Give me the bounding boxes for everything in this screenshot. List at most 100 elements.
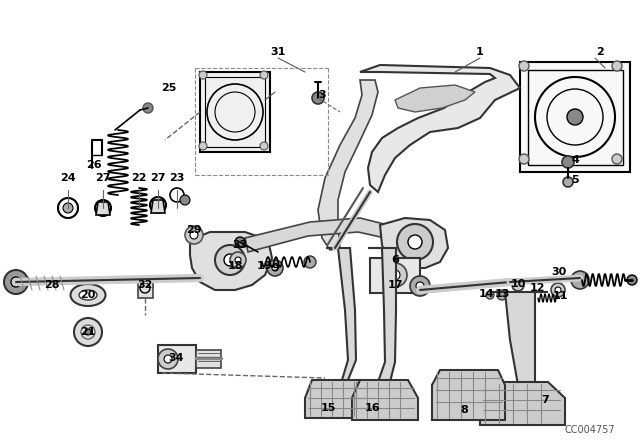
Text: 27: 27 <box>150 173 166 183</box>
Polygon shape <box>245 218 388 252</box>
Circle shape <box>4 270 28 294</box>
Bar <box>528 70 623 165</box>
Circle shape <box>85 329 91 335</box>
Circle shape <box>304 256 316 268</box>
Circle shape <box>390 270 400 280</box>
Circle shape <box>272 265 278 271</box>
Text: 23: 23 <box>170 173 185 183</box>
Text: 3: 3 <box>318 90 326 100</box>
Circle shape <box>224 254 236 266</box>
Bar <box>158 345 196 373</box>
Circle shape <box>199 142 207 150</box>
Circle shape <box>63 203 73 213</box>
Circle shape <box>567 109 583 125</box>
Text: 26: 26 <box>86 160 102 170</box>
Circle shape <box>267 260 283 276</box>
Text: 19: 19 <box>257 261 273 271</box>
Circle shape <box>497 290 507 300</box>
Circle shape <box>143 103 153 113</box>
Circle shape <box>571 271 589 289</box>
Text: 33: 33 <box>232 240 248 250</box>
Circle shape <box>11 277 21 287</box>
Text: 25: 25 <box>161 83 177 93</box>
Circle shape <box>190 231 198 239</box>
Text: 18: 18 <box>227 261 243 271</box>
Polygon shape <box>380 218 448 268</box>
Bar <box>205 77 265 147</box>
Text: 24: 24 <box>60 173 76 183</box>
Text: 22: 22 <box>131 173 147 183</box>
Circle shape <box>230 252 246 268</box>
Polygon shape <box>352 380 418 420</box>
Text: 27: 27 <box>95 173 111 183</box>
Circle shape <box>410 276 430 296</box>
Polygon shape <box>360 65 520 192</box>
Polygon shape <box>432 370 505 420</box>
Text: 15: 15 <box>320 403 336 413</box>
Text: 8: 8 <box>460 405 468 415</box>
Text: 20: 20 <box>80 290 96 300</box>
Circle shape <box>164 355 172 363</box>
Circle shape <box>627 275 637 285</box>
Text: 11: 11 <box>552 291 568 301</box>
Text: 21: 21 <box>80 327 96 337</box>
Text: 16: 16 <box>364 403 380 413</box>
Circle shape <box>551 283 565 297</box>
Text: CC004757: CC004757 <box>564 425 615 435</box>
Text: 4: 4 <box>571 155 579 165</box>
Bar <box>520 62 630 172</box>
Circle shape <box>158 349 178 369</box>
Circle shape <box>519 154 529 164</box>
Text: 7: 7 <box>541 395 549 405</box>
Circle shape <box>555 287 561 293</box>
Polygon shape <box>368 248 396 395</box>
Text: 9: 9 <box>271 263 279 273</box>
Text: 17: 17 <box>387 280 403 290</box>
Polygon shape <box>480 382 565 425</box>
Polygon shape <box>395 85 475 112</box>
Circle shape <box>416 282 424 290</box>
Circle shape <box>612 154 622 164</box>
Text: 32: 32 <box>138 280 153 290</box>
Circle shape <box>408 235 422 249</box>
Polygon shape <box>151 200 165 213</box>
Text: 14: 14 <box>479 289 495 299</box>
Polygon shape <box>490 292 548 398</box>
Circle shape <box>397 224 433 260</box>
Circle shape <box>563 177 573 187</box>
Text: 1: 1 <box>476 47 484 57</box>
Circle shape <box>486 291 494 299</box>
Ellipse shape <box>79 290 97 300</box>
Circle shape <box>562 156 574 168</box>
Text: 29: 29 <box>186 225 202 235</box>
Circle shape <box>312 92 324 104</box>
Polygon shape <box>305 380 368 418</box>
Polygon shape <box>96 202 110 215</box>
Text: 2: 2 <box>596 47 604 57</box>
Text: 5: 5 <box>571 175 579 185</box>
Circle shape <box>235 257 241 263</box>
Text: 10: 10 <box>510 279 525 289</box>
Bar <box>200 72 270 152</box>
Bar <box>370 258 420 293</box>
Circle shape <box>215 245 245 275</box>
Circle shape <box>235 237 245 247</box>
Circle shape <box>180 195 190 205</box>
Circle shape <box>512 279 524 291</box>
Polygon shape <box>318 80 378 250</box>
Circle shape <box>519 61 529 71</box>
Text: 6: 6 <box>391 255 399 265</box>
Polygon shape <box>326 248 356 395</box>
Text: 28: 28 <box>44 280 60 290</box>
Bar <box>138 278 153 298</box>
Circle shape <box>260 142 268 150</box>
Text: 12: 12 <box>529 283 545 293</box>
Polygon shape <box>190 232 272 290</box>
Circle shape <box>260 71 268 79</box>
Circle shape <box>199 71 207 79</box>
Text: 30: 30 <box>552 267 566 277</box>
Text: 31: 31 <box>270 47 285 57</box>
Ellipse shape <box>70 284 106 306</box>
Circle shape <box>383 263 407 287</box>
Circle shape <box>612 61 622 71</box>
